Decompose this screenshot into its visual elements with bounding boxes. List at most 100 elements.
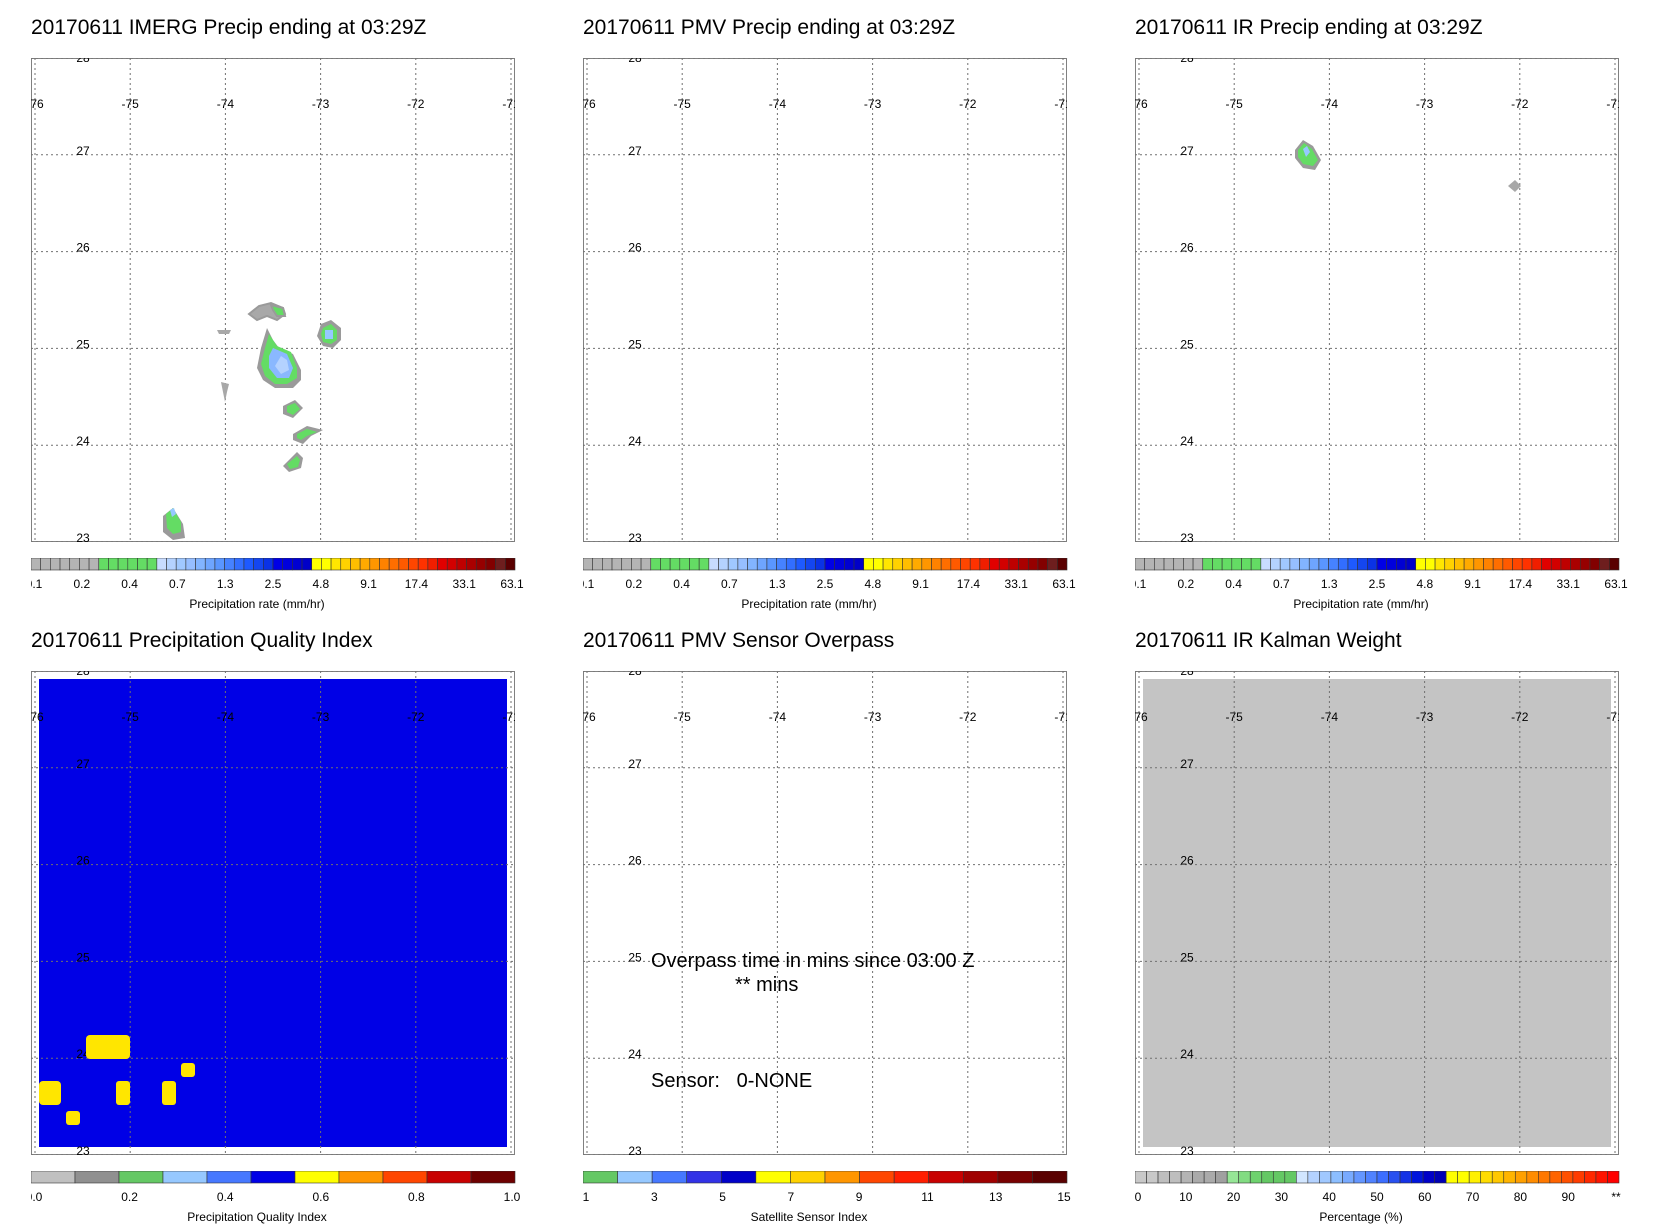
colorbar-swatch <box>74 1171 120 1184</box>
colorbar-swatch <box>250 1171 296 1184</box>
colorbar-swatch <box>350 558 361 571</box>
colorbar-swatch <box>1154 558 1165 571</box>
colorbar-swatch <box>1579 558 1591 571</box>
panel-title: 20170611 PMV Precip ending at 03:29Z <box>583 16 956 39</box>
colorbar-swatch <box>873 558 884 571</box>
colorbar-swatch <box>844 558 855 571</box>
lon-tick-label: -74 <box>769 710 787 724</box>
colorbar-swatch <box>790 1171 826 1184</box>
colorbar-swatch <box>408 558 419 571</box>
colorbar-swatch <box>1480 1171 1493 1184</box>
quality-map: -76-75-74-73-72-71282726252423 <box>31 671 515 1155</box>
lat-tick-label: 27 <box>1180 144 1194 158</box>
colorbar-tick-label: 4.8 <box>864 577 881 591</box>
colorbar-swatch <box>1347 558 1358 571</box>
colorbar-tick-label: 1 <box>583 1190 590 1204</box>
colorbar-swatch <box>108 558 119 571</box>
colorbar-swatch <box>689 558 700 571</box>
colorbar-title: Precipitation Quality Index <box>187 1210 326 1224</box>
overpass-mins: ** mins <box>735 974 798 996</box>
colorbar-tick-label: 0.8 <box>408 1190 425 1204</box>
colorbar-tick-label: 33.1 <box>1557 577 1581 591</box>
ir-map: -76 -75 -74 -73 -72 -71 28 27 26 25 24 23 <box>1135 58 1619 542</box>
map-frame <box>583 58 1067 542</box>
colorbar-tick-label: 0.2 <box>1177 577 1194 591</box>
colorbar-swatch <box>243 558 254 571</box>
colorbar-swatch <box>185 558 196 571</box>
colorbar-swatch <box>398 558 409 571</box>
colorbar-swatch <box>1538 1171 1551 1184</box>
lon-tick-label: -71 <box>1054 710 1067 724</box>
colorbar-tick-label: 2.5 <box>1369 577 1386 591</box>
colorbar-swatch <box>214 558 225 571</box>
colorbar-swatch <box>617 1171 653 1184</box>
lat-tick-label: 27 <box>1180 757 1194 771</box>
colorbar-swatch <box>766 558 777 571</box>
colorbar-swatch <box>1595 1171 1608 1184</box>
lon-tick-label: -75 <box>1226 710 1244 724</box>
colorbar-tick-label: 1.3 <box>217 577 234 591</box>
colorbar-swatch <box>1337 558 1349 571</box>
colorbar-swatch <box>824 558 835 571</box>
colorbar-tick-label: 50 <box>1370 1190 1384 1204</box>
colorbar-swatch <box>263 558 274 571</box>
colorbar-swatch <box>321 558 332 571</box>
imerg-map: -76 -75 -74 -73 -72 -71 28 27 26 25 24 23 <box>31 58 515 542</box>
colorbar-tick-label: 1.3 <box>769 577 786 591</box>
colorbar-swatch <box>311 558 322 571</box>
colorbar-swatch <box>1047 558 1058 571</box>
colorbar-tick-label: 0.7 <box>721 577 738 591</box>
lat-tick-label: 26 <box>76 241 90 255</box>
colorbar-swatch <box>446 558 458 571</box>
lon-tick-label: -74 <box>217 97 235 111</box>
colorbar-swatch <box>1307 1171 1320 1184</box>
colorbar-title: Percentage (%) <box>1319 1210 1402 1224</box>
colorbar-swatch <box>969 558 981 571</box>
colorbar-swatch <box>660 558 671 571</box>
colorbar-swatch <box>1296 1171 1309 1184</box>
colorbar-swatch <box>1146 1171 1159 1184</box>
colorbar-swatch <box>1135 1171 1147 1184</box>
colorbar-swatch <box>834 558 845 571</box>
colorbar-swatch <box>50 558 61 571</box>
colorbar-swatch <box>669 558 681 571</box>
colorbar-swatch <box>718 558 729 571</box>
colorbar-swatch <box>1463 558 1475 571</box>
colorbar-swatch <box>1212 558 1223 571</box>
colorbar-tick-label: 80 <box>1514 1190 1528 1204</box>
colorbar-swatch <box>1491 1171 1505 1184</box>
colorbar-swatch <box>859 1171 895 1184</box>
colorbar-swatch <box>195 558 206 571</box>
precip-colorbar: 0.1 0.2 0.4 0.7 1.3 2.5 4.8 9.1 17.4 33.1 63.1 Prec… <box>1135 558 1628 611</box>
lon-tick-label: -76 <box>31 710 44 724</box>
precip-colorbar: 0.1 0.2 0.4 0.7 1.3 2.5 4.8 9.1 17.4 33.1 63.1 Prec… <box>583 558 1076 611</box>
colorbar-swatch <box>805 558 816 571</box>
colorbar-tick-label: 33.1 <box>453 577 477 591</box>
colorbar-swatch <box>117 558 129 571</box>
lon-tick-label: -75 <box>674 710 692 724</box>
colorbar-swatch <box>127 558 138 571</box>
colorbar-swatch <box>294 1171 340 1184</box>
colorbar-swatch <box>1457 1171 1470 1184</box>
colorbar-swatch <box>1284 1171 1297 1184</box>
colorbar-tick-label: 0 <box>1135 1190 1142 1204</box>
colorbar-swatch <box>166 558 177 571</box>
lat-tick-label: 23 <box>76 531 90 542</box>
colorbar-swatch <box>1250 558 1262 571</box>
colorbar-tick-label: 9.1 <box>360 577 377 591</box>
colorbar-swatch <box>1144 558 1155 571</box>
colorbar-swatch <box>98 558 109 571</box>
colorbar-swatch <box>1135 558 1145 571</box>
colorbar-swatch <box>359 558 371 571</box>
colorbar-swatch <box>720 1171 757 1184</box>
colorbar-swatch <box>893 1171 930 1184</box>
colorbar-swatch <box>1318 558 1329 571</box>
colorbar-swatch <box>1289 558 1300 571</box>
lon-tick-label: -75 <box>122 710 140 724</box>
colorbar-swatch <box>863 558 874 571</box>
colorbar-swatch <box>1270 558 1281 571</box>
colorbar-swatch <box>1376 558 1387 571</box>
colorbar-tick-label: ** <box>1611 1190 1621 1204</box>
colorbar-swatch <box>1399 1171 1412 1184</box>
colorbar-swatch <box>592 558 603 571</box>
